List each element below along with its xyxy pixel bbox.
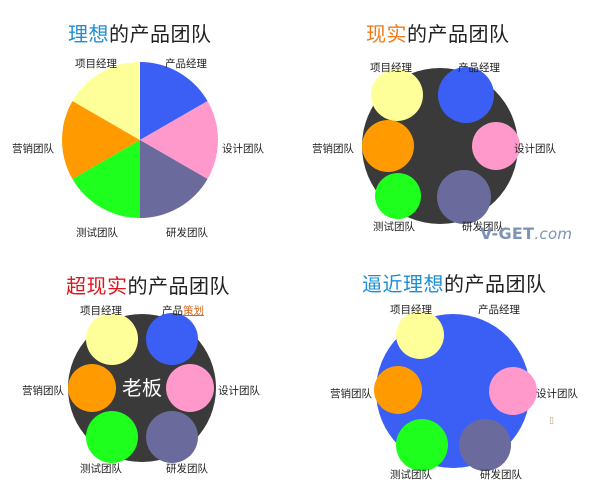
product-manager-bubble	[146, 313, 198, 365]
label-marketing-team: 营销团队	[330, 388, 372, 400]
label-rnd-team: 研发团队	[462, 221, 504, 233]
label-project-manager: 项目经理	[390, 304, 432, 316]
label-project-manager: 项目经理	[80, 305, 122, 317]
pie-chart	[62, 62, 218, 218]
label-test-team: 测试团队	[373, 221, 415, 233]
watermark-logo: V-GET.com	[480, 224, 572, 243]
title-rest: 的产品团队	[407, 22, 510, 46]
label-design-team: 设计团队	[536, 388, 578, 400]
design-team-bubble	[472, 122, 520, 170]
label-rnd-team: 研发团队	[480, 469, 522, 481]
product-manager-bubble	[438, 67, 494, 123]
panel-title: 逼近理想的产品团队	[362, 268, 547, 297]
project-manager-slice	[72, 62, 140, 140]
label-project-manager: 项目经理	[75, 58, 117, 70]
label-product-manager: 产品经理	[458, 62, 500, 74]
design-team-slice	[140, 101, 218, 179]
label-rnd-team: 研发团队	[166, 463, 208, 475]
title-rest: 的产品团队	[109, 22, 212, 46]
design-team-bubble	[489, 367, 537, 415]
watermark-suffix: .com	[534, 225, 573, 243]
panel-title: 超现实的产品团队	[66, 270, 230, 299]
rnd-team-bubble	[459, 419, 511, 471]
label-marketing-team: 营销团队	[12, 143, 54, 155]
project-manager-bubble	[396, 311, 444, 359]
title-rest: 的产品团队	[444, 272, 547, 296]
panel-reality: 现实的产品团队 项目经理 产品经理 设计团队 研发团队 测试团队 营销团队	[300, 0, 600, 250]
label-test-team: 测试团队	[390, 469, 432, 481]
test-team-bubble	[396, 419, 448, 471]
test-team-slice	[72, 140, 140, 218]
label-test-team: 测试团队	[80, 463, 122, 475]
title-rest: 的产品团队	[127, 274, 230, 298]
label-test-team: 测试团队	[76, 227, 118, 239]
marketing-team-bubble	[362, 120, 414, 172]
rnd-team-bubble	[146, 411, 198, 463]
team-circle-diagram	[374, 311, 537, 471]
product-manager-slice	[140, 62, 208, 140]
marketing-team-slice	[62, 101, 140, 179]
boss-label: 老板	[122, 376, 162, 400]
product-prefix: 产品	[162, 305, 183, 317]
planning-link[interactable]: 策划	[183, 305, 204, 317]
team-circle-diagram	[362, 67, 520, 224]
panel-title: 现实的产品团队	[366, 18, 510, 47]
project-manager-bubble	[371, 69, 423, 121]
project-manager-bubble	[86, 313, 138, 365]
test-team-bubble	[375, 173, 421, 219]
label-product-manager: 产品经理	[478, 304, 520, 316]
marketing-team-bubble	[68, 364, 116, 412]
label-product-planning: 产品策划	[162, 303, 204, 318]
title-highlight: 逼近理想	[362, 272, 444, 296]
label-project-manager: 项目经理	[370, 62, 412, 74]
rnd-team-slice	[140, 140, 208, 218]
team-circle-diagram: 老板	[68, 313, 216, 463]
panel-surreal: 超现实的产品团队 老板 项目经理 产品策划 设计团队 研发团队 测试团队 营销团…	[0, 250, 300, 500]
label-design-team: 设计团队	[514, 143, 556, 155]
label-marketing-team: 营销团队	[312, 143, 354, 155]
marketing-team-bubble	[374, 366, 422, 414]
label-rnd-team: 研发团队	[166, 227, 208, 239]
label-marketing-team: 营销团队	[22, 385, 64, 397]
label-product-manager: 产品经理	[165, 58, 207, 70]
label-design-team: 设计团队	[218, 385, 260, 397]
panel-ideal: 理想的产品团队 项目经理 产品经理 设计团队 研发团队 测试团队 营销团队	[0, 0, 300, 250]
design-team-bubble	[166, 364, 214, 412]
document-icon: ▯	[549, 416, 554, 426]
label-design-team: 设计团队	[222, 143, 264, 155]
title-highlight: 现实	[366, 22, 407, 46]
panel-title: 理想的产品团队	[68, 18, 212, 47]
panel-approaching-ideal: 逼近理想的产品团队 项目经理 产品经理 设计团队 研发团队 测试团队 营销团队 …	[300, 250, 600, 500]
title-highlight: 理想	[68, 22, 109, 46]
rnd-team-bubble	[437, 170, 491, 224]
test-team-bubble	[86, 411, 138, 463]
title-highlight: 超现实	[66, 274, 128, 298]
watermark-main: V-GET	[480, 224, 535, 243]
